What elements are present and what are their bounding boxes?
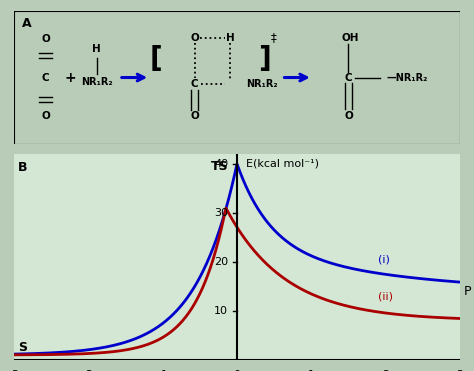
Text: O: O — [190, 33, 199, 43]
Text: O: O — [190, 111, 199, 121]
Text: O: O — [41, 35, 50, 45]
Text: C: C — [42, 72, 49, 82]
Text: H: H — [226, 33, 235, 43]
Text: 10: 10 — [214, 306, 228, 316]
Text: [: [ — [149, 45, 162, 73]
Text: 20: 20 — [214, 257, 228, 267]
Text: C: C — [345, 72, 352, 82]
Text: C: C — [191, 79, 199, 89]
Text: O: O — [344, 111, 353, 121]
Text: —NR₁R₂: —NR₁R₂ — [386, 72, 428, 82]
Text: 40: 40 — [214, 159, 228, 169]
Text: O: O — [41, 111, 50, 121]
Text: OH: OH — [342, 33, 359, 43]
Text: (ii): (ii) — [378, 291, 393, 301]
Text: (i): (i) — [378, 255, 390, 265]
Text: 30: 30 — [214, 208, 228, 218]
Text: ‡: ‡ — [271, 31, 276, 44]
Text: TS: TS — [210, 160, 228, 173]
Text: B: B — [18, 161, 27, 174]
Text: A: A — [22, 17, 32, 30]
Text: E(kcal mol⁻¹): E(kcal mol⁻¹) — [246, 159, 319, 169]
Text: NR₁R₂: NR₁R₂ — [246, 79, 278, 89]
Text: +: + — [64, 70, 76, 85]
Text: H: H — [92, 44, 101, 54]
Text: P: P — [464, 285, 471, 298]
Text: S: S — [18, 341, 27, 354]
Text: NR₁R₂: NR₁R₂ — [81, 78, 112, 88]
Text: ]: ] — [258, 45, 271, 73]
